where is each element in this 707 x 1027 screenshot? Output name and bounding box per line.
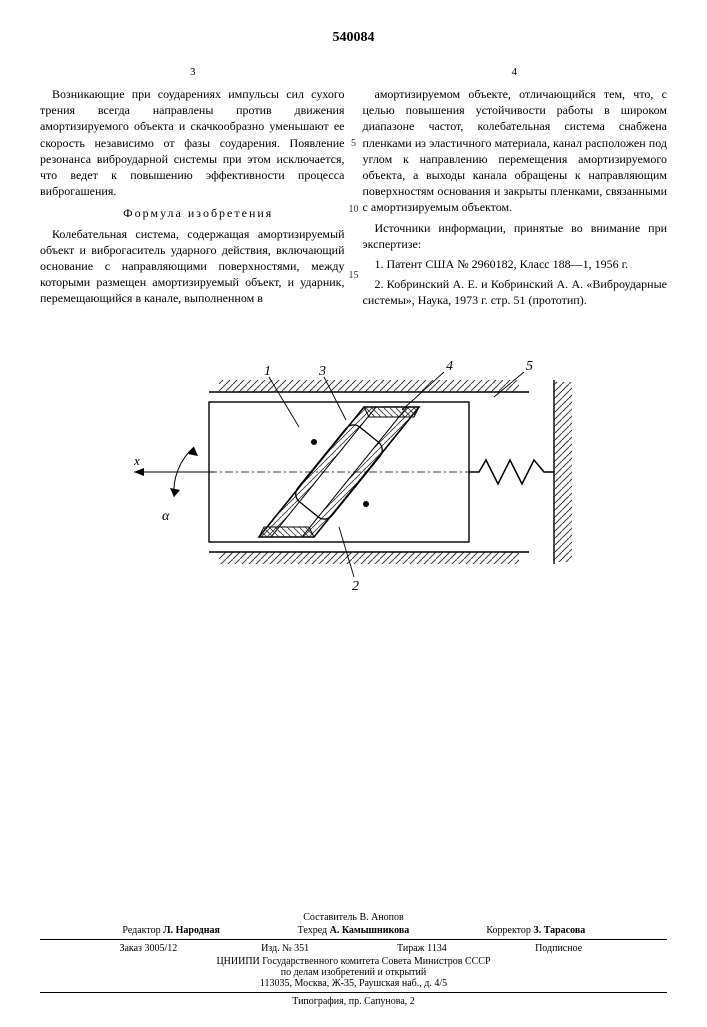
page-numbers: 3 4 xyxy=(40,66,667,78)
right-para-3: 1. Патент США № 2960182, Класс 188—1, 19… xyxy=(363,256,668,272)
editor: Редактор Л. Народная xyxy=(80,925,262,936)
right-wall xyxy=(554,382,572,562)
subscribe: Подписное xyxy=(490,943,627,954)
corrector: Корректор З. Тарасова xyxy=(445,925,627,936)
film-bottom xyxy=(259,527,314,537)
left-para-1: Возникающие при соударениях импульсы сил… xyxy=(40,86,345,199)
order: Заказ 3005/12 xyxy=(80,943,217,954)
techred: Техред А. Камышникова xyxy=(262,925,444,936)
org-line-1: ЦНИИПИ Государственного комитета Совета … xyxy=(40,956,667,967)
figure: 1 3 4 5 2 α x xyxy=(40,342,667,612)
org-line-2: по делам изобретений и открытий xyxy=(40,967,667,978)
label-x: x xyxy=(133,453,140,468)
page-right: 4 xyxy=(512,66,518,78)
credit-row: Редактор Л. Народная Техред А. Камышнико… xyxy=(80,925,627,936)
top-guide xyxy=(219,380,519,392)
line-mark-10: 10 xyxy=(347,204,361,215)
film-top xyxy=(364,407,419,417)
label-1: 1 xyxy=(264,364,271,379)
ed-num: Изд. № 351 xyxy=(217,943,354,954)
right-column: амортизируемом объекте, отличающийся тем… xyxy=(363,86,668,312)
order-row: Заказ 3005/12 Изд. № 351 Тираж 1134 Подп… xyxy=(80,943,627,954)
label-alpha: α xyxy=(162,509,170,524)
right-para-1: амортизируемом объекте, отличающийся тем… xyxy=(363,86,668,216)
line-mark-15: 15 xyxy=(347,270,361,281)
typography: Типография, пр. Сапунова, 2 xyxy=(40,996,667,1007)
tirazh: Тираж 1134 xyxy=(354,943,491,954)
columns-container: 5 10 15 Возникающие при соударениях импу… xyxy=(40,86,667,312)
label-2: 2 xyxy=(352,579,359,594)
label-3: 3 xyxy=(318,364,326,379)
compiler: Составитель В. Анопов xyxy=(40,912,667,923)
address: 113035, Москва, Ж-35, Раушская наб., д. … xyxy=(40,978,667,989)
left-column: Возникающие при соударениях импульсы сил… xyxy=(40,86,345,312)
page-left: 3 xyxy=(190,66,196,78)
spring xyxy=(469,460,554,484)
label-5: 5 xyxy=(526,359,533,374)
bottom-guide xyxy=(219,552,519,564)
label-4: 4 xyxy=(446,359,453,374)
right-para-2: Источники информации, принятые во вниман… xyxy=(363,220,668,252)
left-para-2: Колебательная система, содержащая аморти… xyxy=(40,226,345,307)
figure-svg: 1 3 4 5 2 α x xyxy=(114,342,594,612)
right-para-4: 2. Кобринский А. Е. и Кобринский А. А. «… xyxy=(363,276,668,308)
line-mark-5: 5 xyxy=(347,138,361,149)
footer: Составитель В. Анопов Редактор Л. Народн… xyxy=(40,912,667,1007)
patent-number: 540084 xyxy=(40,30,667,46)
formula-heading: Формула изобретения xyxy=(40,205,345,221)
